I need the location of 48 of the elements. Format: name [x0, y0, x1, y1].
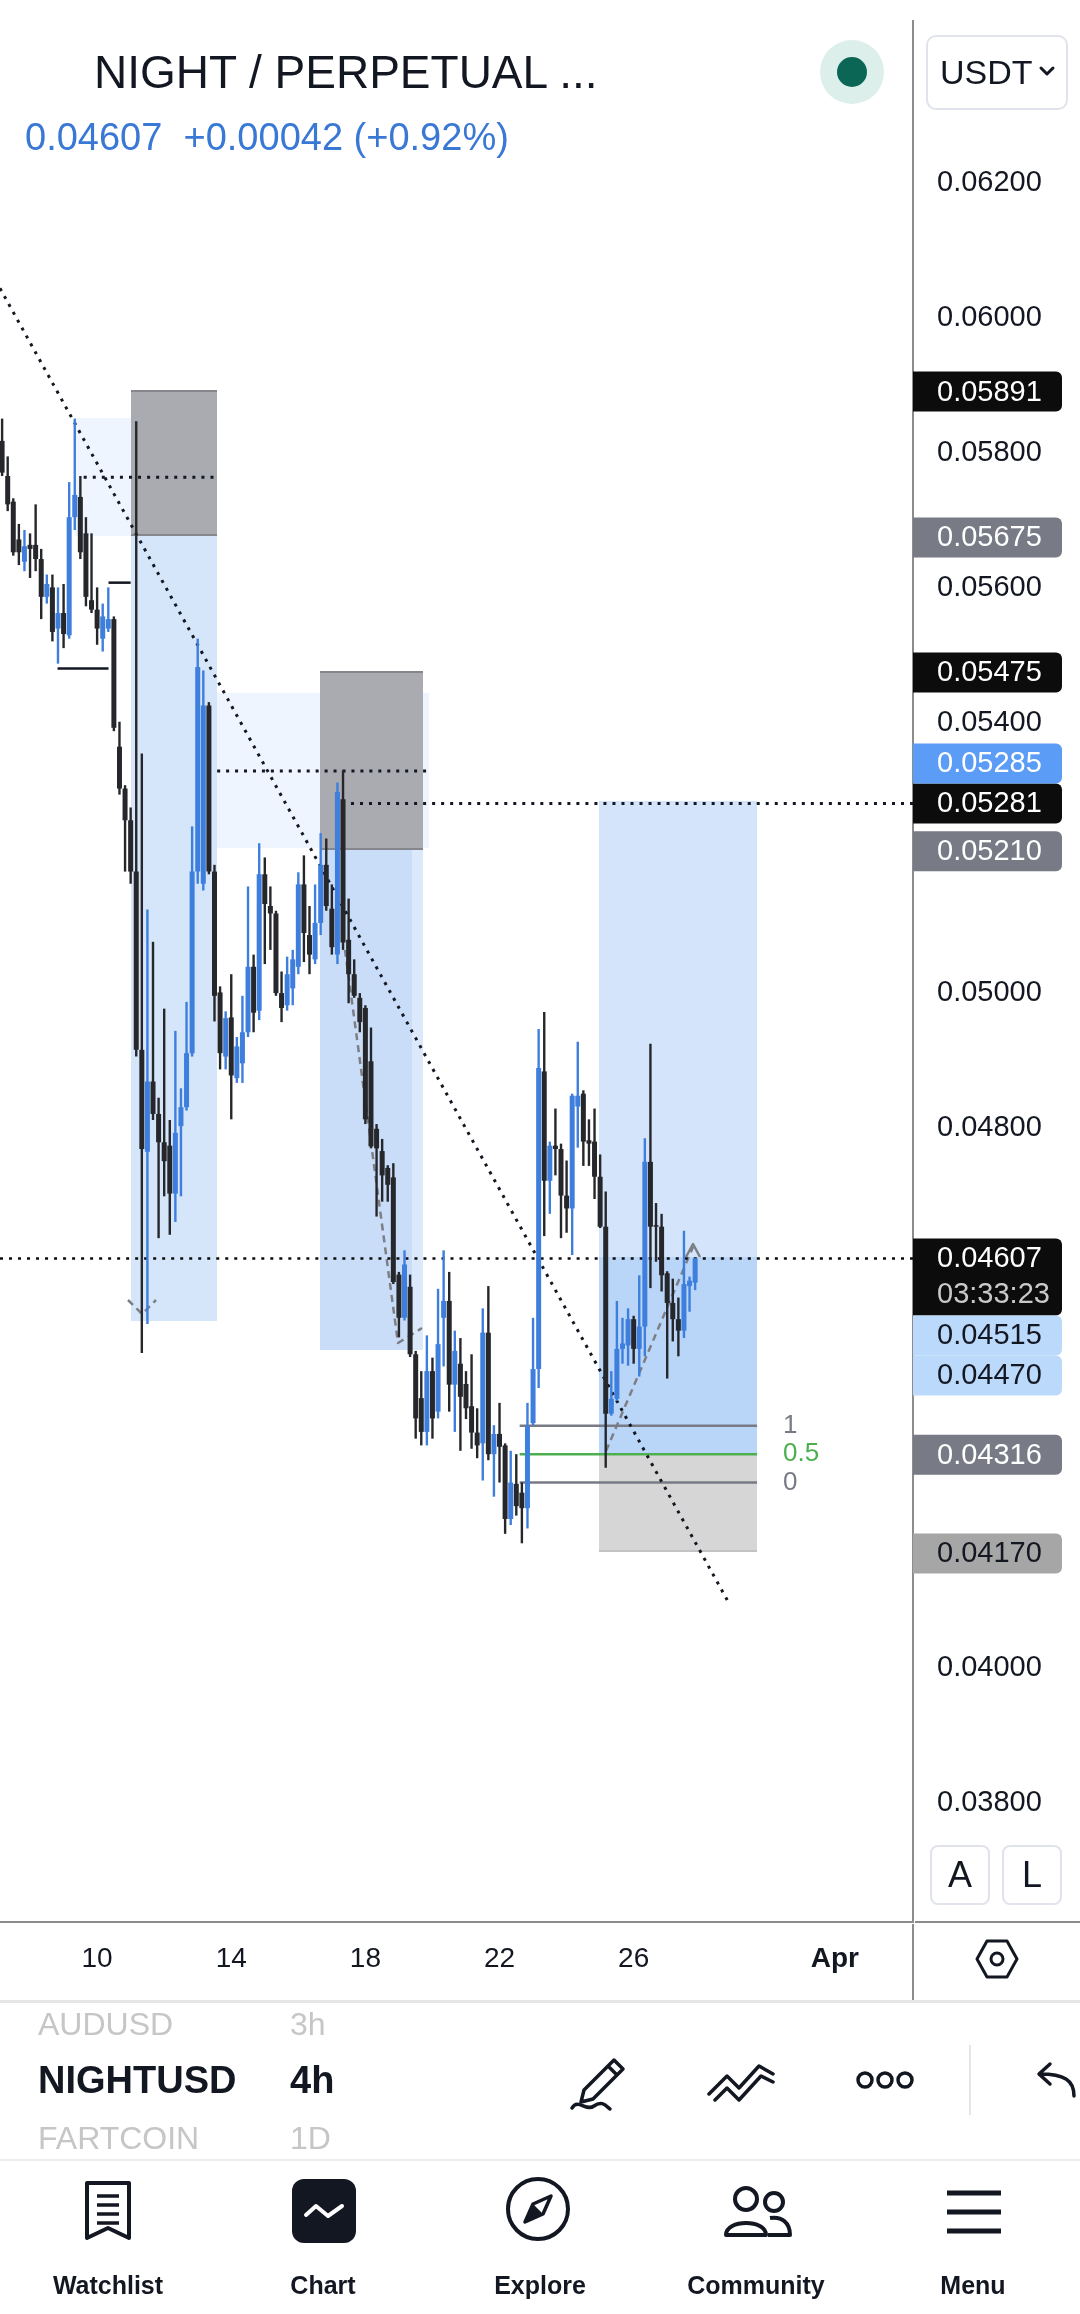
text: 1D	[290, 2120, 331, 2156]
text: 0.04316	[937, 1437, 1042, 1470]
y-tick-label: 0.05800	[937, 435, 1042, 468]
text: Community	[687, 2270, 825, 2300]
x-tick-label: 18	[349, 1941, 381, 1973]
text: Watchlist	[52, 2270, 164, 2300]
y-tick-label: 0.05600	[937, 570, 1042, 603]
y-tick-label: 0.06000	[937, 300, 1042, 333]
text: USDT	[940, 53, 1033, 91]
text: A	[947, 1854, 973, 1895]
text: 0.04470	[937, 1358, 1042, 1391]
y-tick-label: 0.04800	[937, 1110, 1042, 1143]
text: Chart	[290, 2270, 356, 2300]
series-label: 0	[783, 1465, 798, 1496]
candlestick	[144, 909, 150, 1324]
text: 3h	[290, 2006, 326, 2042]
text: 0.05281	[937, 786, 1042, 819]
series-label: 0.5	[783, 1437, 820, 1468]
text: 0.05475	[937, 655, 1042, 688]
text: NIGHTUSD	[38, 2058, 237, 2102]
text: 0.04607 +0.00042 (+0.92%)	[25, 115, 509, 159]
text: 0.05891	[937, 374, 1042, 407]
series-label: 1	[783, 1408, 798, 1439]
text: Menu	[940, 2270, 1006, 2300]
text: 0.05285	[937, 746, 1042, 779]
candlestick	[89, 533, 95, 614]
x-tick-label: 22	[483, 1941, 516, 1973]
text: AUDUSD	[38, 2006, 174, 2042]
ref-line-label: 0.04607 03:33:23	[937, 1241, 1050, 1309]
y-tick-label: 0.06200	[937, 165, 1042, 198]
text: 4h	[290, 2058, 335, 2102]
text: Explore	[494, 2270, 586, 2300]
x-tick-label: 10	[81, 1941, 113, 1973]
y-tick-label: 0.05000	[937, 975, 1042, 1008]
text: NIGHT / PERPETUAL ...	[94, 45, 598, 100]
text: 0.05210	[937, 834, 1042, 867]
text: 0.04515	[937, 1318, 1042, 1351]
text: L	[1021, 1854, 1043, 1895]
text: 0.04170	[937, 1536, 1042, 1569]
y-tick-label: 0.05400	[937, 705, 1042, 738]
x-tick-label: 26	[618, 1941, 650, 1973]
y-tick-label: 0.04000	[937, 1650, 1042, 1683]
text: FARTCOIN	[38, 2120, 200, 2156]
candlestick	[675, 1297, 681, 1357]
y-tick-label: 0.03800	[937, 1785, 1042, 1818]
x-tick-label: 14	[215, 1941, 247, 1973]
x-tick-label: Apr	[810, 1941, 860, 1973]
text: 0.05675	[937, 520, 1042, 553]
